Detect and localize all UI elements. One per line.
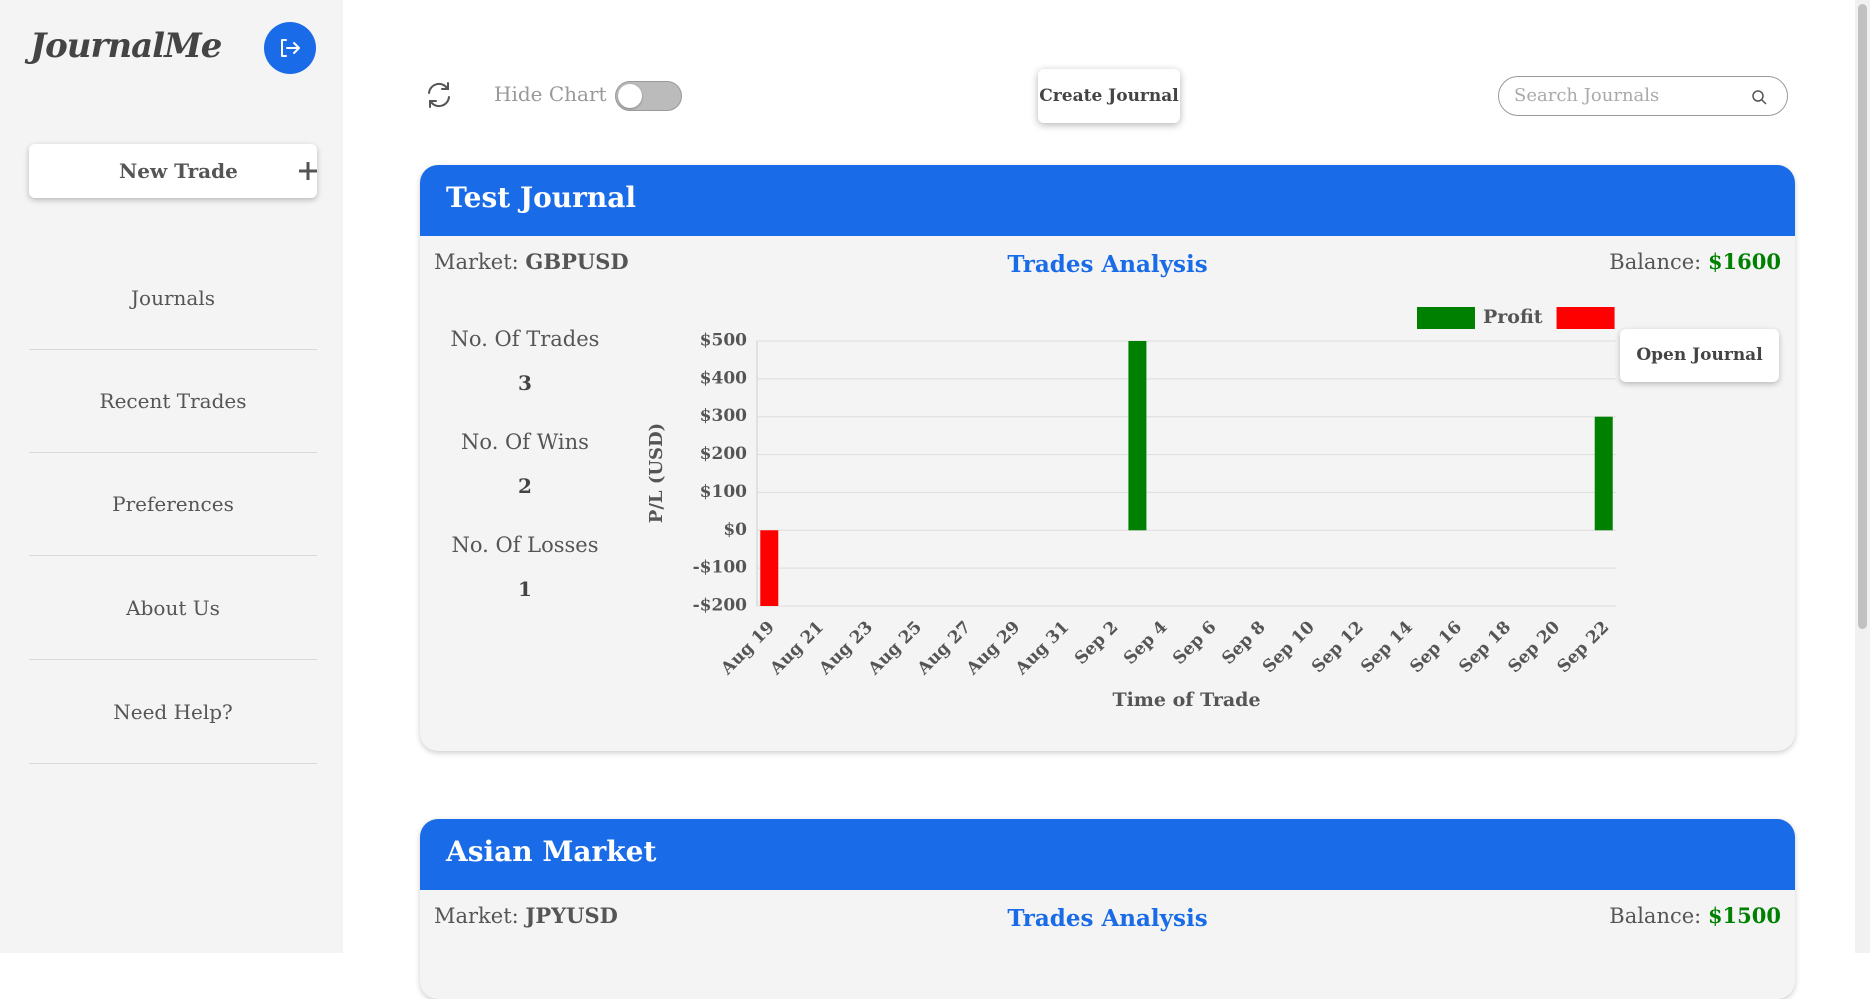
balance: Balance: $1500	[1609, 903, 1781, 928]
x-tick-label: Sep 14	[1357, 617, 1417, 677]
x-tick-label: Sep 16	[1406, 617, 1466, 677]
market-label: Market:	[434, 250, 519, 274]
stat-value: 3	[518, 371, 532, 395]
stat: No. Of Losses 1	[430, 533, 620, 601]
x-tick-label: Sep 10	[1259, 617, 1319, 677]
market-value: GBPUSD	[525, 249, 629, 274]
x-tick-label: Sep 2	[1071, 617, 1122, 668]
scrollbar[interactable]	[1855, 0, 1870, 953]
x-tick-label: Sep 4	[1120, 617, 1172, 669]
balance: Balance: $1600	[1609, 249, 1781, 274]
refresh-button[interactable]	[424, 80, 454, 114]
balance-value: $1600	[1707, 249, 1781, 274]
legend-swatch	[1417, 307, 1475, 329]
x-axis-label: Time of Trade	[1112, 689, 1260, 711]
y-tick-label: $500	[700, 331, 747, 351]
bar	[760, 530, 779, 606]
bar	[1128, 341, 1147, 531]
y-axis-label: P/L (USD)	[646, 423, 667, 523]
hide-chart-toggle[interactable]	[615, 81, 682, 111]
journal-card: Asian Market Trades Analysis Market: JPY…	[420, 819, 1795, 999]
x-tick-label: Sep 22	[1553, 617, 1613, 677]
bar	[1594, 416, 1613, 531]
stat-label: No. Of Wins	[461, 430, 589, 454]
nav-divider	[29, 349, 317, 350]
analysis-title: Trades Analysis	[1007, 905, 1208, 932]
new-trade-label: New Trade	[119, 159, 238, 183]
stat: No. Of Trades 3	[430, 327, 620, 395]
search-box[interactable]: Search Journals	[1498, 76, 1788, 116]
card-header: Test Journal	[420, 165, 1795, 236]
x-tick-label: Aug 19	[717, 617, 779, 679]
market-value: JPYUSD	[525, 903, 618, 928]
x-tick-label: Aug 27	[913, 617, 975, 679]
stat-value: 2	[518, 474, 532, 498]
hide-chart-label: Hide Chart	[494, 82, 607, 106]
y-tick-label: -$100	[693, 558, 748, 578]
stat: No. Of Wins 2	[430, 430, 620, 498]
logout-icon	[281, 39, 300, 57]
create-journal-button[interactable]: Create Journal	[1038, 69, 1180, 123]
logo: JournalMe	[30, 26, 222, 66]
refresh-icon	[428, 82, 450, 108]
nav-divider	[29, 659, 317, 660]
toggle-knob	[618, 84, 642, 108]
open-journal-button[interactable]: Open Journal	[1620, 329, 1779, 382]
x-tick-label: Sep 6	[1169, 617, 1220, 668]
nav-item[interactable]: About Us	[126, 596, 220, 620]
nav-divider	[29, 555, 317, 556]
stat-value: 1	[518, 577, 532, 601]
x-tick-label: Sep 12	[1308, 617, 1368, 677]
y-tick-label: $100	[700, 482, 747, 502]
analysis-title: Trades Analysis	[1007, 251, 1208, 278]
x-tick-label: Sep 18	[1455, 617, 1515, 677]
new-trade-button[interactable]: New Trade	[29, 144, 317, 198]
y-tick-label: $300	[700, 406, 747, 426]
journal-title: Asian Market	[446, 835, 657, 868]
nav-item[interactable]: Need Help?	[113, 700, 233, 724]
logout-button[interactable]	[264, 22, 316, 74]
y-tick-label: $200	[700, 444, 747, 464]
legend-swatch	[1556, 307, 1615, 329]
sidebar: JournalMe New Trade Journals Recent Trade…	[0, 0, 343, 953]
journal-title: Test Journal	[446, 181, 637, 214]
stat-label: No. Of Losses	[451, 533, 599, 557]
market: Market: JPYUSD	[434, 903, 618, 928]
balance-label: Balance:	[1609, 250, 1702, 274]
x-tick-label: Aug 23	[815, 617, 877, 679]
x-tick-label: Aug 21	[766, 617, 828, 679]
journal-card: Test Journal Trades Analysis Market: GBP…	[420, 165, 1795, 751]
nav-item[interactable]: Preferences	[112, 492, 234, 516]
x-tick-label: Aug 31	[1011, 617, 1073, 679]
market: Market: GBPUSD	[434, 249, 629, 274]
search-icon	[1752, 90, 1767, 105]
nav-item[interactable]: Recent Trades	[99, 389, 247, 413]
stat-label: No. Of Trades	[450, 327, 600, 351]
market-label: Market:	[434, 904, 519, 928]
y-tick-label: $0	[723, 520, 747, 540]
balance-label: Balance:	[1609, 904, 1702, 928]
x-tick-label: Aug 25	[864, 617, 926, 679]
card-header: Asian Market	[420, 819, 1795, 890]
legend-label: Profit	[1483, 306, 1543, 328]
nav-divider	[29, 452, 317, 453]
nav-item[interactable]: Journals	[131, 286, 215, 310]
x-tick-label: Sep 20	[1504, 617, 1564, 677]
balance-value: $1500	[1707, 903, 1781, 928]
chart: -$200 -$100 $0 $100 $200 $300 $400 $500 P/L (USD…	[646, 306, 1616, 711]
scrollbar-thumb[interactable]	[1858, 4, 1867, 629]
x-tick-label: Aug 29	[962, 617, 1024, 679]
plus-icon	[299, 162, 317, 180]
y-tick-label: $400	[700, 368, 747, 388]
nav-divider	[29, 763, 317, 764]
search-placeholder: Search Journals	[1514, 85, 1660, 106]
y-tick-label: -$200	[693, 596, 748, 616]
